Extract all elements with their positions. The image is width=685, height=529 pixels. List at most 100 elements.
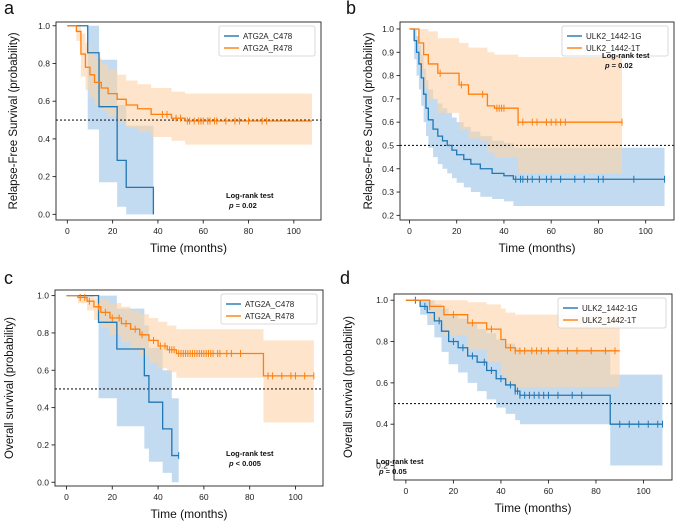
logrank-pvalue: p < 0.005 bbox=[228, 459, 261, 468]
panel-label-d: d bbox=[340, 268, 351, 288]
x-tick-label: 40 bbox=[153, 492, 163, 502]
logrank-pvalue: p = 0.02 bbox=[228, 201, 257, 210]
logrank-title: Log-rank test bbox=[602, 51, 650, 60]
legend: ATG2A_C478 ATG2A_R478 bbox=[218, 25, 316, 57]
x-tick-label: 0 bbox=[404, 486, 409, 496]
survival-curve-blue bbox=[67, 25, 155, 215]
km-chart-c: 0 20 40 60 80 100 0.0 0.2 0.4 0.6 0.8 1.0 Time (mont… bbox=[4, 289, 324, 521]
x-tick-label: 0 bbox=[65, 226, 70, 236]
survival-curve-orange bbox=[409, 28, 623, 123]
y-axis-label: Relapse-Free Survival (probability) bbox=[8, 32, 20, 209]
panel-b: b 0 20 40 60 80 100 0.2 0.3 0.4 0.5 0.6 0.7 0.8 0.9 1.… bbox=[342, 0, 685, 264]
ci-band-blue bbox=[66, 295, 179, 483]
axes-frame bbox=[393, 293, 673, 481]
legend-entry: ULK2_1442-1T bbox=[582, 316, 636, 325]
axes-frame bbox=[54, 289, 324, 487]
axes-frame bbox=[55, 21, 322, 221]
x-tick-label: 20 bbox=[108, 226, 118, 236]
panel-c: c 0 20 40 60 80 100 0.0 0.2 0.4 0.6 0.8 1.0 Time (mo… bbox=[0, 264, 342, 529]
km-chart-b: 0 20 40 60 80 100 0.2 0.3 0.4 0.5 0.6 0.7 0.8 0.9 1.0 T… bbox=[363, 21, 675, 255]
x-axis-label: Time (months) bbox=[150, 241, 227, 255]
y-tick-label: 0.2 bbox=[382, 210, 394, 220]
x-tick-label: 20 bbox=[452, 226, 462, 236]
legend-entry: ATG2A_R478 bbox=[243, 44, 293, 53]
legend-entry: ATG2A_C478 bbox=[245, 300, 295, 309]
y-tick-label: 0.8 bbox=[376, 337, 388, 347]
x-tick-label: 40 bbox=[153, 226, 163, 236]
x-tick-label: 80 bbox=[244, 226, 254, 236]
y-axis-label: Overall survival (probability) bbox=[4, 317, 16, 459]
y-tick-label: 0.4 bbox=[38, 134, 50, 144]
legend-box bbox=[220, 293, 318, 325]
plot-area bbox=[400, 28, 674, 207]
x-tick-label: 0 bbox=[407, 226, 412, 236]
y-tick-label: 0.7 bbox=[382, 94, 394, 104]
y-tick-label: 1.0 bbox=[376, 295, 388, 305]
y-tick-label: 0.2 bbox=[376, 461, 388, 471]
legend-entry: ATG2A_R478 bbox=[245, 312, 295, 321]
y-axis-label: Overall survival (probability) bbox=[343, 316, 355, 458]
x-tick-label: 40 bbox=[496, 486, 506, 496]
panel-d: d 0 20 40 60 80 100 0.2 0.4 0.6 0.8 1.0 Time (month… bbox=[340, 264, 685, 529]
y-tick-label: 0.2 bbox=[37, 440, 49, 450]
legend-entry: ATG2A_C478 bbox=[243, 32, 293, 41]
y-tick-label: 0.0 bbox=[38, 209, 50, 219]
ci-band-orange bbox=[67, 25, 312, 147]
x-axis-label: Time (months) bbox=[151, 507, 228, 521]
x-tick-label: 100 bbox=[288, 492, 302, 502]
km-chart-a: 0 20 40 60 80 100 0.0 0.2 0.4 0.6 0.8 1.0 Time (mont… bbox=[8, 21, 322, 255]
ci-band-orange bbox=[66, 295, 314, 423]
x-tick-label: 20 bbox=[108, 492, 118, 502]
y-tick-label: 0.9 bbox=[382, 47, 394, 57]
legend: ATG2A_C478 ATG2A_R478 bbox=[220, 293, 318, 325]
legend: ULK2_1442-1G ULK2_1442-1T bbox=[561, 25, 669, 57]
y-tick-label: 1.0 bbox=[382, 24, 394, 34]
x-tick-label: 100 bbox=[287, 226, 301, 236]
legend-entry: ULK2_1442-1G bbox=[582, 304, 638, 313]
x-tick-label: 60 bbox=[198, 226, 208, 236]
logrank-pvalue: p = 0.02 bbox=[604, 61, 633, 70]
x-tick-label: 80 bbox=[591, 486, 601, 496]
logrank-title: Log-rank test bbox=[226, 449, 274, 458]
panel-a: a 0 20 40 60 80 100 0.0 0.2 0.4 0.6 0.8 1.0 Time (mo… bbox=[0, 0, 342, 264]
legend-box bbox=[557, 297, 667, 329]
y-tick-label: 0.6 bbox=[38, 96, 50, 106]
axes-frame bbox=[399, 21, 675, 221]
survival-curve-orange bbox=[66, 294, 314, 377]
y-tick-label: 0.6 bbox=[382, 117, 394, 127]
ci-band-orange bbox=[409, 28, 623, 174]
y-tick-label: 0.6 bbox=[37, 365, 49, 375]
x-tick-label: 80 bbox=[245, 492, 255, 502]
legend-box bbox=[561, 25, 669, 57]
x-tick-label: 100 bbox=[636, 486, 650, 496]
x-tick-label: 100 bbox=[639, 226, 653, 236]
logrank-title: Log-rank test bbox=[226, 191, 274, 200]
y-tick-label: 0.0 bbox=[37, 477, 49, 487]
legend-box bbox=[218, 25, 316, 57]
plot-area bbox=[56, 25, 321, 215]
y-tick-label: 1.0 bbox=[38, 21, 50, 31]
y-tick-label: 0.5 bbox=[382, 140, 394, 150]
panel-label-c: c bbox=[4, 268, 13, 288]
survival-curve-blue bbox=[409, 28, 665, 180]
legend-entry: ULK2_1442-1T bbox=[586, 44, 640, 53]
y-tick-label: 0.6 bbox=[376, 378, 388, 388]
y-tick-label: 0.4 bbox=[37, 403, 49, 413]
survival-curve-orange bbox=[67, 25, 312, 122]
y-tick-label: 0.8 bbox=[37, 328, 49, 338]
km-chart-d: 0 20 40 60 80 100 0.2 0.4 0.6 0.8 1.0 Time (months)… bbox=[343, 293, 673, 515]
x-tick-label: 60 bbox=[546, 226, 556, 236]
x-axis-label: Time (months) bbox=[499, 241, 576, 255]
logrank-title: Log-rank test bbox=[376, 457, 424, 466]
x-tick-label: 0 bbox=[64, 492, 69, 502]
y-tick-label: 0.3 bbox=[382, 187, 394, 197]
y-tick-label: 0.4 bbox=[382, 164, 394, 174]
panel-label-a: a bbox=[4, 0, 15, 18]
x-tick-label: 60 bbox=[544, 486, 554, 496]
y-axis-label: Relapse-Free Survival (probability) bbox=[363, 32, 375, 209]
y-tick-label: 1.0 bbox=[37, 291, 49, 301]
logrank-pvalue: p = 0.05 bbox=[378, 467, 407, 476]
plot-area bbox=[55, 293, 323, 483]
x-tick-label: 80 bbox=[594, 226, 604, 236]
panel-label-b: b bbox=[346, 0, 357, 18]
